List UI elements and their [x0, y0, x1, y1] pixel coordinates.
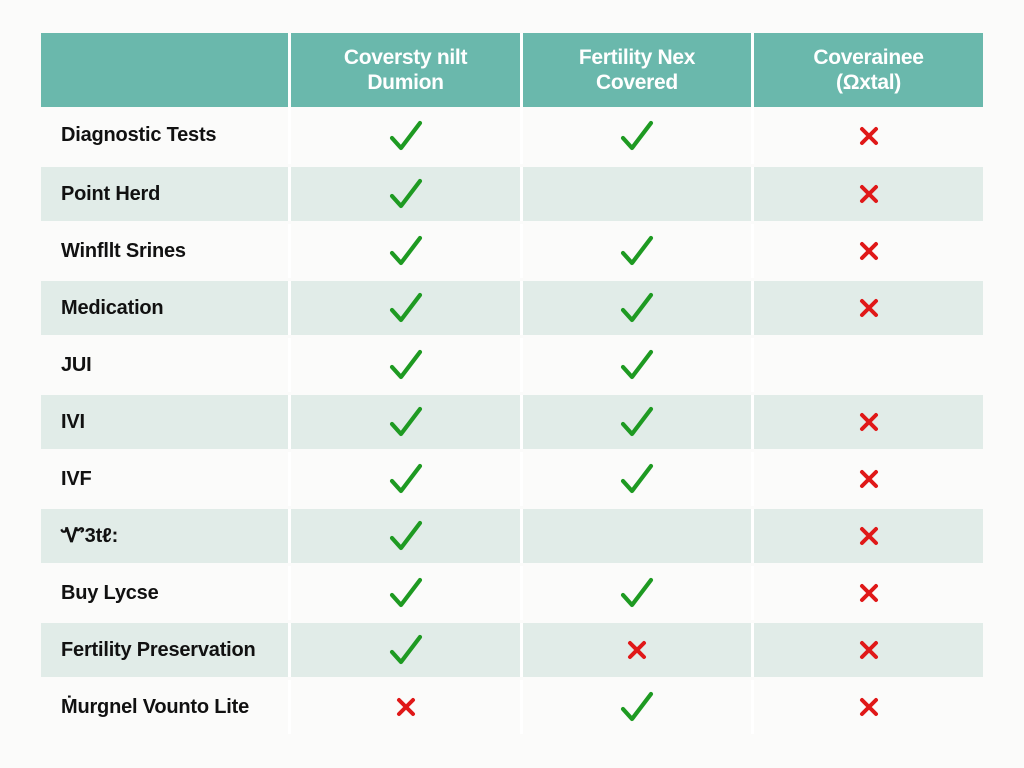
- status-cell: [523, 167, 754, 221]
- check-icon: [620, 120, 654, 150]
- status-cell: [291, 224, 523, 278]
- check-icon: [389, 406, 422, 437]
- check-icon: [620, 463, 654, 494]
- row-label: Diagnostic Tests: [41, 107, 291, 164]
- status-cell: [754, 395, 983, 449]
- cross-icon: [859, 242, 878, 260]
- check-icon: [389, 292, 422, 323]
- check-icon: [620, 235, 654, 266]
- status-cell: [523, 566, 754, 620]
- status-cell: [754, 167, 983, 221]
- table-row: Fertility Preservation: [41, 620, 983, 677]
- row-label: Point Herd: [41, 167, 291, 221]
- table-row: Ꮙ3tℓ:: [41, 506, 983, 563]
- status-cell: [523, 338, 754, 392]
- check-icon: [620, 292, 654, 323]
- table-body: Diagnostic Tests Point Herd Winfllt Srines…: [41, 107, 983, 734]
- status-cell: [291, 509, 523, 563]
- status-cell: [291, 338, 523, 392]
- status-cell: [523, 224, 754, 278]
- status-cell: [291, 167, 523, 221]
- header-cell-col3: Coverainee (Ωxtal): [754, 33, 983, 107]
- status-cell: [291, 452, 523, 506]
- status-cell: [754, 224, 983, 278]
- check-icon: [389, 235, 422, 266]
- cross-icon: [859, 413, 878, 431]
- table-row: IVF: [41, 449, 983, 506]
- cross-icon: [859, 126, 878, 145]
- status-cell: [754, 452, 983, 506]
- check-icon: [620, 349, 654, 380]
- check-icon: [620, 691, 654, 722]
- status-cell: [291, 566, 523, 620]
- row-label: Winfllt Srines: [41, 224, 291, 278]
- table-row: Ṁurgnel Vounto Lite: [41, 677, 983, 734]
- header-cell-col1: Coversty nilt Dumion: [291, 33, 523, 107]
- row-label: Ṁurgnel Vounto Lite: [41, 680, 291, 734]
- check-icon: [620, 406, 654, 437]
- check-icon: [389, 178, 422, 209]
- status-cell: [754, 680, 983, 734]
- check-icon: [389, 520, 422, 551]
- cross-icon: [859, 299, 878, 317]
- check-icon: [389, 120, 422, 150]
- cross-icon: [859, 185, 878, 203]
- table-row: Winfllt Srines: [41, 221, 983, 278]
- status-cell: [291, 395, 523, 449]
- table-header: Coversty nilt Dumion Fertility Nex Cover…: [41, 33, 983, 107]
- status-cell: [523, 680, 754, 734]
- table-row: Point Herd: [41, 164, 983, 221]
- cross-icon: [859, 584, 878, 602]
- cross-icon: [396, 698, 415, 716]
- row-label: Ꮙ3tℓ:: [41, 509, 291, 563]
- row-label: JUI: [41, 338, 291, 392]
- status-cell: [754, 281, 983, 335]
- status-cell: [754, 509, 983, 563]
- row-label: Fertility Preservation: [41, 623, 291, 677]
- cross-icon: [859, 527, 878, 545]
- header-cell-empty: [41, 33, 291, 107]
- status-cell: [291, 623, 523, 677]
- status-cell: [523, 623, 754, 677]
- coverage-table: Coversty nilt Dumion Fertility Nex Cover…: [41, 33, 983, 734]
- status-cell: [291, 281, 523, 335]
- table-row: Buy Lycse: [41, 563, 983, 620]
- table-row: Medication: [41, 278, 983, 335]
- cross-icon: [859, 698, 878, 716]
- cross-icon: [859, 470, 878, 488]
- status-cell: [754, 338, 983, 392]
- status-cell: [523, 509, 754, 563]
- table-row: IVI: [41, 392, 983, 449]
- status-cell: [523, 281, 754, 335]
- check-icon: [389, 349, 422, 380]
- status-cell: [754, 107, 983, 164]
- status-cell: [754, 566, 983, 620]
- check-icon: [389, 463, 422, 494]
- header-cell-col2: Fertility Nex Covered: [523, 33, 754, 107]
- status-cell: [754, 623, 983, 677]
- status-cell: [523, 452, 754, 506]
- check-icon: [389, 634, 422, 665]
- row-label: IVF: [41, 452, 291, 506]
- status-cell: [291, 107, 523, 164]
- status-cell: [523, 107, 754, 164]
- status-cell: [291, 680, 523, 734]
- row-label: IVI: [41, 395, 291, 449]
- status-cell: [523, 395, 754, 449]
- table-row: Diagnostic Tests: [41, 107, 983, 164]
- check-icon: [389, 577, 422, 608]
- table-row: JUI: [41, 335, 983, 392]
- row-label: Buy Lycse: [41, 566, 291, 620]
- cross-icon: [628, 641, 646, 659]
- row-label: Medication: [41, 281, 291, 335]
- cross-icon: [859, 641, 878, 659]
- check-icon: [620, 577, 654, 608]
